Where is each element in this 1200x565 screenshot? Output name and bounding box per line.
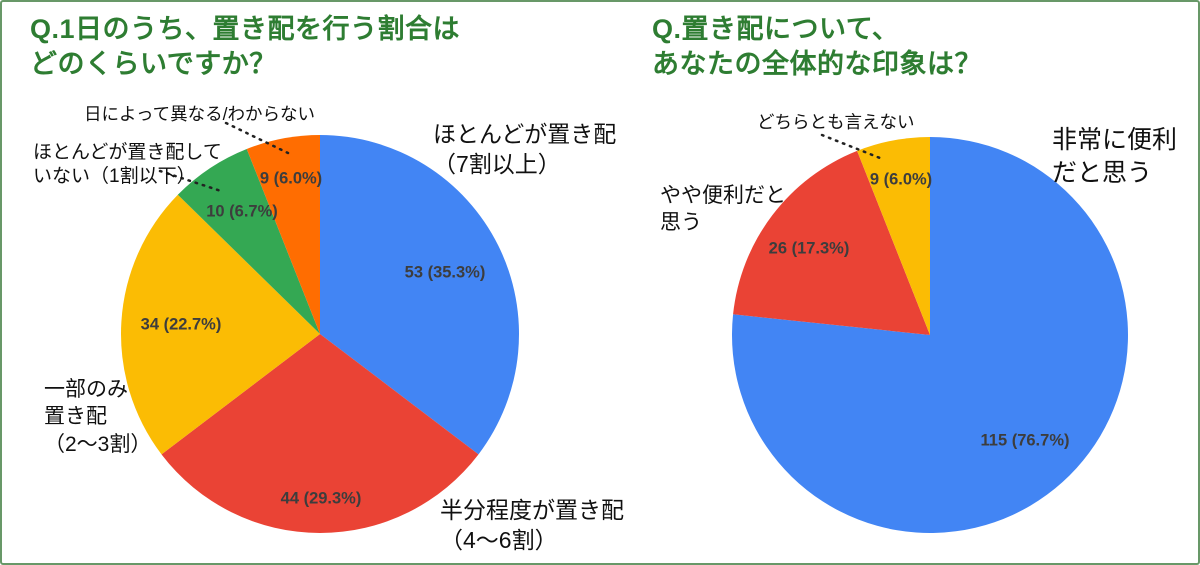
slice-value-yellow-right: 9 (6.0%): [869, 170, 933, 189]
callout-about-half-drop-off: 半分程度が置き配 （4～6割）: [440, 497, 624, 553]
callout-partial-drop-off: 一部のみ 置き配 （2～3割）: [44, 378, 152, 456]
pie-slice-left-4: [246, 135, 320, 334]
pie-slice-left-0: [320, 135, 520, 455]
callout-very-convenient: 非常に便利 だと思う: [1052, 126, 1178, 187]
pie-slice-left-3: [177, 148, 320, 334]
slice-value-orange-left: 9 (6.0%): [259, 169, 323, 188]
callout-somewhat-convenient: やや便利だと 思う: [660, 184, 786, 235]
slice-value-blue-left: 53 (35.3%): [404, 263, 486, 282]
callout-varies-unknown: 日によって異なる/わからない: [84, 104, 315, 124]
pie-chart-left: [120, 135, 520, 534]
pie-slice-left-1: [161, 334, 479, 534]
callout-neither: どちらとも言えない: [757, 112, 915, 132]
slice-value-green-left: 10 (6.7%): [206, 202, 278, 221]
slice-value-blue-right: 115 (76.7%): [980, 431, 1070, 450]
chart-title-right: Q.置き配について、 あなたの全体的な印象は？: [652, 14, 982, 79]
pie-slice-right-0: [731, 137, 1128, 534]
pie-chart-right: [731, 137, 1128, 534]
callout-rarely-drop-off: ほとんどが置き配して いない（1割以下）: [33, 142, 222, 187]
callout-mostly-drop-off: ほとんどが置き配 （7割以上）: [433, 121, 617, 177]
slice-value-yellow-left: 34 (22.7%): [140, 315, 222, 334]
chart-title-left: Q.1日のうち、置き配を行う割合は どのくらいですか？: [30, 14, 461, 79]
pie-slice-left-2: [120, 194, 320, 455]
pie-slice-right-1: [733, 150, 930, 335]
leader-line-yellow-slice: [820, 133, 882, 160]
slice-value-red-right: 26 (17.3%): [768, 239, 850, 258]
slice-value-red-left: 44 (29.3%): [280, 489, 362, 508]
pie-slice-right-2: [857, 137, 930, 335]
